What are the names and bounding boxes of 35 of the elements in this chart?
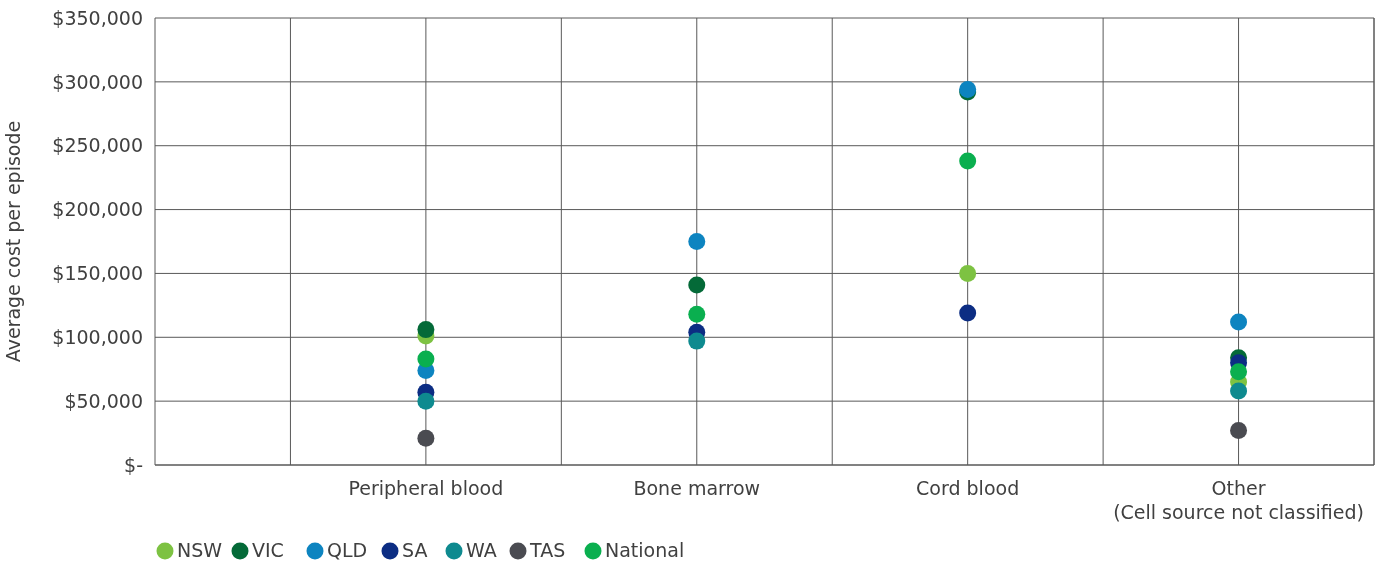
- y-tick-label: $200,000: [52, 198, 143, 221]
- legend-label: QLD: [327, 539, 368, 561]
- legend-label: VIC: [252, 539, 284, 561]
- y-tick-label: $300,000: [52, 70, 143, 93]
- point: [959, 304, 977, 322]
- x-tick-label: Bone marrow: [633, 477, 761, 499]
- legend-label: TAS: [529, 539, 566, 561]
- x-tick-label: Cord blood: [916, 477, 1020, 499]
- point: [417, 392, 435, 410]
- y-tick-label: $50,000: [64, 389, 143, 412]
- legend-label: National: [605, 539, 685, 561]
- legend-label: SA: [402, 539, 428, 561]
- y-axis-title: Average cost per episode: [2, 120, 24, 363]
- point: [959, 264, 977, 282]
- point: [1230, 313, 1248, 331]
- point: [688, 233, 706, 250]
- y-tick-label: $-: [124, 453, 143, 476]
- point: [417, 429, 435, 447]
- x-tick-label: Peripheral blood: [348, 477, 504, 499]
- point: [1230, 382, 1248, 400]
- point: [417, 350, 435, 368]
- y-tick-label: $100,000: [52, 325, 143, 348]
- point: [688, 332, 706, 350]
- legend-label: WA: [466, 539, 497, 561]
- y-tick-label: $150,000: [52, 262, 143, 285]
- point: [688, 305, 706, 323]
- y-tick-label: $250,000: [52, 134, 143, 157]
- point: [417, 321, 435, 339]
- point: [959, 152, 977, 170]
- point: [688, 276, 706, 294]
- point: [1230, 422, 1248, 440]
- y-tick-label: $350,000: [52, 6, 143, 29]
- x-tick-label: Other (Cell source not classified): [1113, 477, 1364, 523]
- legend-label: NSW: [177, 539, 223, 561]
- point: [1230, 363, 1248, 381]
